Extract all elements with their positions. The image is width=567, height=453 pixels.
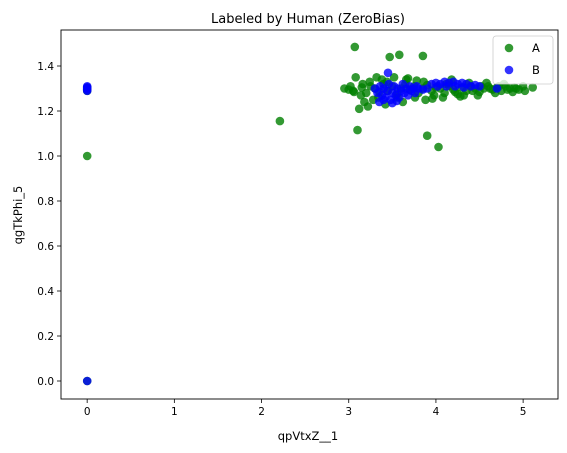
- y-tick-label: 1.2: [37, 106, 54, 118]
- data-point: [418, 51, 428, 61]
- data-point: [358, 79, 368, 89]
- data-point: [275, 116, 285, 126]
- y-tick-label: 0.8: [37, 196, 54, 208]
- data-point: [385, 52, 395, 62]
- data-point: [485, 84, 495, 93]
- y-axis-label: qgTkPhi_5: [11, 186, 25, 245]
- data-point: [528, 83, 537, 92]
- data-point: [520, 86, 530, 96]
- y-tick-label: 1.4: [37, 61, 54, 73]
- series-B: [82, 68, 502, 386]
- data-point: [354, 104, 364, 114]
- y-tick-label: 0.2: [37, 331, 54, 343]
- data-point: [350, 42, 360, 52]
- x-tick-label: 5: [520, 406, 527, 418]
- legend-marker-B: [504, 65, 514, 75]
- data-point: [428, 94, 437, 103]
- data-point: [395, 50, 404, 60]
- data-point: [389, 73, 399, 82]
- x-axis-label: qpVtxZ__1: [278, 429, 338, 443]
- data-point: [383, 68, 393, 78]
- data-point: [392, 96, 402, 106]
- data-point: [353, 125, 362, 135]
- x-tick-label: 0: [84, 406, 91, 418]
- legend-label-A: A: [532, 41, 540, 55]
- data-point: [82, 83, 92, 92]
- legend: AB: [492, 35, 554, 85]
- data-point: [418, 85, 428, 94]
- data-point: [459, 91, 469, 100]
- data-point: [363, 102, 373, 111]
- data-point: [434, 142, 443, 152]
- legend-box: [492, 35, 554, 85]
- data-point: [351, 73, 361, 82]
- y-tick-label: 0.6: [37, 241, 54, 253]
- x-tick-label: 4: [433, 406, 440, 418]
- plot-frame: [60, 29, 559, 400]
- legend-label-B: B: [532, 63, 540, 77]
- x-tick-label: 1: [171, 406, 178, 418]
- data-point: [356, 91, 366, 100]
- data-point: [442, 82, 451, 91]
- data-point: [349, 87, 359, 97]
- y-tick-label: 0.4: [37, 286, 54, 298]
- data-point: [459, 83, 469, 92]
- data-point: [422, 131, 432, 140]
- y-tick-label: 1.0: [37, 151, 54, 163]
- x-tick-label: 3: [345, 406, 352, 418]
- data-point: [375, 97, 384, 107]
- data-point: [82, 376, 92, 386]
- data-point: [438, 93, 448, 102]
- data-point: [82, 151, 92, 161]
- legend-marker-A: [504, 43, 514, 53]
- data-point: [492, 84, 502, 93]
- data-point: [365, 77, 375, 87]
- data-point: [503, 85, 512, 94]
- chart-title: Labeled by Human (ZeroBias): [211, 12, 405, 27]
- data-point: [433, 82, 443, 91]
- data-point: [511, 84, 521, 93]
- data-point: [419, 77, 429, 87]
- x-tick-label: 2: [258, 406, 265, 418]
- y-tick-label: 0.0: [37, 376, 54, 388]
- data-point: [421, 95, 430, 105]
- data-point: [475, 82, 484, 91]
- data-point: [450, 82, 460, 91]
